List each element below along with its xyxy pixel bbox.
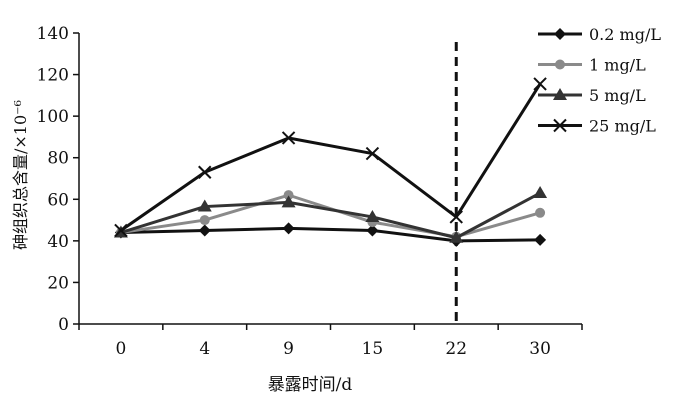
y-tick-label: 140 (37, 24, 69, 44)
data-point (365, 209, 380, 222)
y-tick-label: 20 (47, 273, 69, 293)
y-tick-label: 120 (37, 66, 69, 86)
x-marker-stroke (198, 165, 212, 179)
y-tick-label: 0 (58, 315, 69, 335)
x-marker-stroke (365, 146, 380, 161)
data-point (198, 165, 212, 179)
data-point (534, 233, 547, 246)
data-point (449, 230, 464, 243)
data-point (366, 224, 379, 237)
data-point (365, 146, 380, 161)
legend-label: 25 mg/L (589, 117, 656, 136)
y-tick-label: 60 (47, 190, 69, 210)
x-marker-stroke (114, 223, 128, 238)
x-marker-stroke (449, 210, 463, 224)
data-point (533, 186, 548, 199)
legend-marker (554, 28, 566, 40)
legend-item: 5 mg/L (538, 86, 646, 105)
series-line (120, 226, 541, 243)
series-line (120, 83, 542, 232)
y-tick-label: 100 (37, 107, 69, 127)
x-marker-stroke (533, 77, 547, 91)
data-point (114, 223, 128, 238)
x-marker-stroke (553, 118, 567, 133)
x-marker-stroke (281, 131, 296, 145)
series-1 (115, 190, 546, 242)
x-tick-label: 0 (116, 339, 127, 359)
x-ticks: 0 4 9 15 22 30 (78, 324, 583, 359)
series-0 (114, 222, 547, 247)
data-point (281, 131, 296, 145)
legend: 0.2 mg/L 1 mg/L 5 mg/L 25 mg/L (538, 25, 661, 136)
data-point (449, 210, 463, 224)
legend-marker (555, 59, 565, 70)
legend-item: 1 mg/L (538, 56, 646, 75)
data-point (197, 199, 212, 212)
data-point (533, 77, 547, 91)
series-3 (114, 77, 547, 238)
x-tick-label: 9 (283, 339, 294, 359)
legend-label: 1 mg/L (589, 56, 646, 75)
axes (78, 33, 582, 325)
data-point (199, 215, 210, 226)
x-tick-label: 4 (199, 339, 210, 359)
data-point (283, 190, 294, 201)
y-tick-label: 40 (47, 232, 69, 252)
x-tick-label: 22 (445, 339, 467, 359)
legend-marker (553, 118, 567, 133)
x-axis-label: 暴露时间/d (268, 375, 353, 395)
legend-item: 0.2 mg/L (538, 25, 661, 44)
series-line (120, 191, 541, 240)
data-point (535, 207, 546, 218)
legend-label: 0.2 mg/L (589, 25, 661, 44)
x-tick-label: 15 (362, 339, 384, 359)
y-ticks: 0 20 40 60 80 100 120 140 (37, 24, 79, 335)
series-group (113, 77, 548, 247)
y-tick-label: 80 (47, 149, 69, 169)
legend-label: 5 mg/L (589, 86, 646, 105)
x-tick-label: 30 (529, 339, 551, 359)
series-2 (113, 186, 548, 243)
legend-item: 25 mg/L (538, 117, 656, 136)
y-axis-label: 砷组织总含量/×10⁻⁶ (11, 100, 30, 250)
legend-marker (553, 88, 567, 100)
data-point (281, 195, 296, 208)
data-point (282, 222, 295, 235)
data-point (198, 224, 211, 237)
